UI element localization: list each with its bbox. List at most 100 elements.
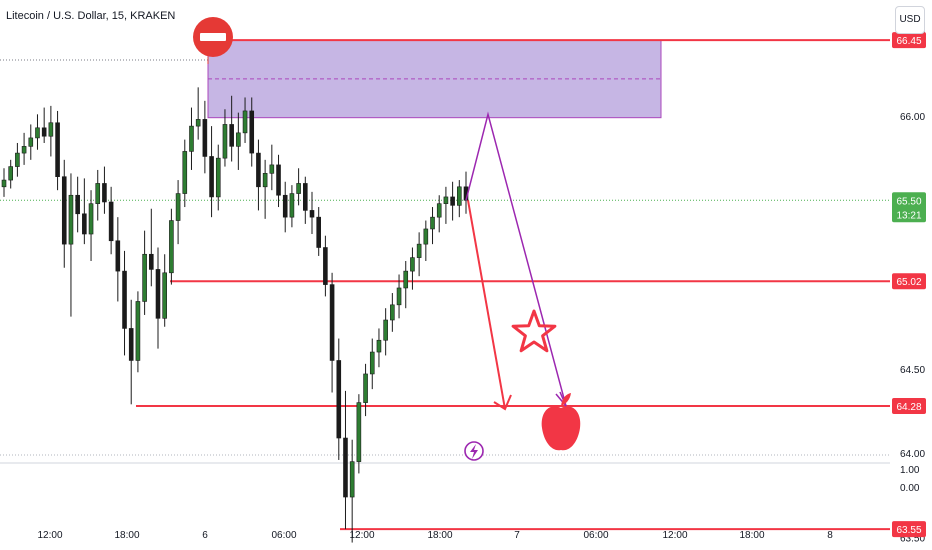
- candle: [443, 186, 449, 224]
- candle: [309, 191, 315, 235]
- candle: [383, 308, 388, 356]
- candle: [289, 185, 295, 228]
- candle-body: [242, 110, 248, 134]
- candle-body: [15, 152, 20, 167]
- time-tick-label: 18:00: [114, 530, 139, 541]
- candle: [376, 328, 382, 368]
- candle: [155, 247, 161, 349]
- time-tick-label: 06:00: [271, 530, 296, 541]
- candle: [282, 181, 288, 233]
- candle-body: [336, 360, 342, 439]
- candle-body: [309, 210, 315, 218]
- candle-body: [88, 203, 94, 235]
- candle: [256, 139, 261, 211]
- candle: [55, 110, 60, 191]
- level-price-tag: 63.55: [892, 521, 926, 538]
- level-tag-label: 63.55: [896, 525, 921, 536]
- candle: [390, 293, 395, 332]
- candle: [349, 439, 355, 543]
- candle: [249, 97, 255, 167]
- candle-body: [115, 240, 121, 272]
- candle: [242, 97, 248, 143]
- candle-body: [95, 183, 101, 204]
- candle-body: [155, 269, 161, 319]
- candle: [15, 142, 20, 177]
- candle: [296, 168, 301, 206]
- symbol-title: Litecoin / U.S. Dollar, 15, KRAKEN: [6, 10, 176, 22]
- projection-paths: [465, 111, 567, 411]
- candle: [169, 208, 174, 285]
- candle-body: [195, 119, 201, 127]
- candle-body: [68, 194, 74, 245]
- candle: [75, 176, 80, 233]
- candle: [68, 173, 74, 317]
- candle-body: [349, 461, 355, 498]
- price-tick-label: 66.00: [900, 112, 925, 123]
- candle-body: [282, 194, 288, 218]
- no-entry-bar: [200, 33, 226, 41]
- level-price-tag: 65.02: [892, 273, 926, 290]
- candle-body: [450, 196, 455, 206]
- level-tag-bg: [892, 32, 926, 49]
- candle: [276, 154, 281, 208]
- currency-button[interactable]: USD: [895, 6, 925, 34]
- candle: [269, 144, 275, 191]
- candle-body: [376, 339, 382, 353]
- horizontal-levels: [136, 39, 890, 531]
- candle-body: [443, 196, 449, 204]
- candle: [222, 109, 228, 167]
- candle: [336, 338, 342, 460]
- candle-body: [390, 304, 395, 321]
- candle-body: [8, 166, 13, 181]
- candle: [142, 230, 147, 315]
- candle: [1, 168, 7, 197]
- candle: [363, 363, 368, 417]
- time-tick-label: 06:00: [583, 530, 608, 541]
- candle: [48, 105, 54, 157]
- indicator-tick-label: 0.00: [900, 483, 920, 494]
- candle: [215, 144, 221, 211]
- time-tick-label: 6: [202, 530, 208, 541]
- candle: [61, 159, 67, 268]
- candle-body: [41, 127, 47, 137]
- projection-purple-arrowhead: [555, 391, 567, 407]
- candle-body: [128, 328, 134, 361]
- candle-body: [28, 137, 34, 147]
- level-tag-label: 65.02: [896, 277, 921, 288]
- candle-body: [343, 437, 348, 498]
- candle-body: [102, 183, 107, 203]
- candlestick-series: [1, 87, 469, 543]
- candle: [236, 112, 241, 170]
- candle: [229, 95, 234, 162]
- candle: [323, 235, 328, 297]
- projection-red-arrow: [467, 200, 506, 410]
- star-icon: [511, 309, 557, 353]
- candle-body: [269, 164, 275, 174]
- projection-red-arrowhead: [493, 394, 512, 411]
- candle-body: [1, 179, 7, 188]
- candle-body: [249, 110, 255, 154]
- level-tag-label: 66.45: [896, 36, 921, 47]
- candle-body: [61, 176, 67, 245]
- apple-icon: [541, 406, 581, 451]
- candle: [108, 186, 114, 255]
- candle: [82, 178, 87, 245]
- candle: [28, 124, 34, 160]
- level-tag-label: 64.28: [896, 402, 921, 413]
- candle-body: [169, 220, 174, 274]
- candle-body: [175, 193, 181, 221]
- time-tick-label: 12:00: [349, 530, 374, 541]
- apple-leaf: [561, 393, 571, 406]
- current-price-label: 65.50: [896, 196, 921, 207]
- time-tick-label: 12:00: [37, 530, 62, 541]
- current-price-tag: 65.50 13:21: [892, 192, 926, 223]
- candle-body: [182, 151, 188, 194]
- candle: [209, 126, 214, 218]
- candle: [329, 272, 335, 393]
- candle-body: [296, 183, 301, 194]
- candle: [202, 100, 208, 174]
- candle-body: [209, 156, 214, 198]
- candle: [122, 250, 127, 356]
- level-tag-bg: [892, 521, 926, 538]
